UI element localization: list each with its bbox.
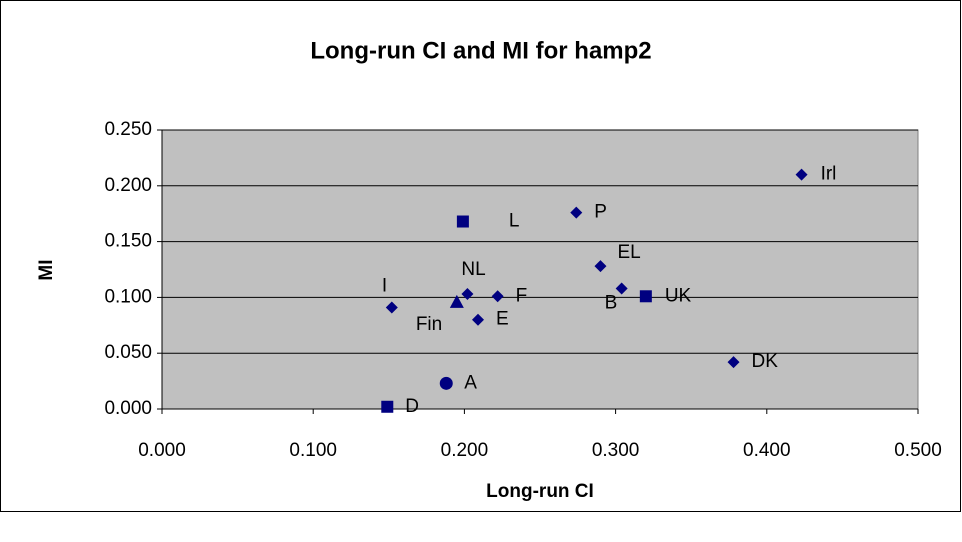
point-label: Fin <box>416 314 442 335</box>
point-label: F <box>516 285 528 306</box>
plot-area <box>161 129 919 410</box>
point-label: B <box>605 292 618 313</box>
y-tick-label: 0.150 <box>104 231 152 252</box>
marker <box>570 206 583 219</box>
marker <box>439 376 453 390</box>
point-label: D <box>405 396 419 417</box>
point-label: EL <box>617 242 640 263</box>
marker <box>461 288 474 301</box>
x-tick-label: 0.200 <box>441 440 489 461</box>
marker <box>472 313 485 326</box>
marker <box>381 400 394 413</box>
point-label: UK <box>665 285 692 306</box>
y-tick-label: 0.000 <box>104 398 152 419</box>
y-tick-label: 0.200 <box>104 175 152 196</box>
marker <box>594 260 607 273</box>
chart-title: Long-run CI and MI for hamp2 <box>310 37 651 64</box>
y-axis-title: MI <box>36 259 57 280</box>
marker <box>727 356 740 369</box>
y-tick-label: 0.100 <box>104 286 152 307</box>
x-tick-label: 0.100 <box>289 440 337 461</box>
point-label: P <box>594 202 607 223</box>
point-label: Irl <box>821 164 837 185</box>
marker <box>456 215 469 228</box>
point-label: NL <box>461 259 485 280</box>
x-tick-label: 0.300 <box>592 440 640 461</box>
marker <box>385 301 398 314</box>
y-tick-label: 0.250 <box>104 119 152 140</box>
point-label: E <box>496 309 509 330</box>
marker <box>491 290 504 303</box>
y-tick-label: 0.050 <box>104 342 152 363</box>
point-label: DK <box>752 351 779 372</box>
point-label: A <box>464 372 477 393</box>
x-tick-label: 0.500 <box>894 440 942 461</box>
marker <box>615 282 628 295</box>
marker <box>449 294 464 308</box>
point-label: I <box>382 275 387 296</box>
marker <box>639 290 652 303</box>
x-tick-label: 0.000 <box>138 440 186 461</box>
marker <box>795 168 808 181</box>
x-tick-label: 0.400 <box>743 440 791 461</box>
x-axis-title: Long-run CI <box>486 481 594 502</box>
point-label: L <box>509 211 520 232</box>
